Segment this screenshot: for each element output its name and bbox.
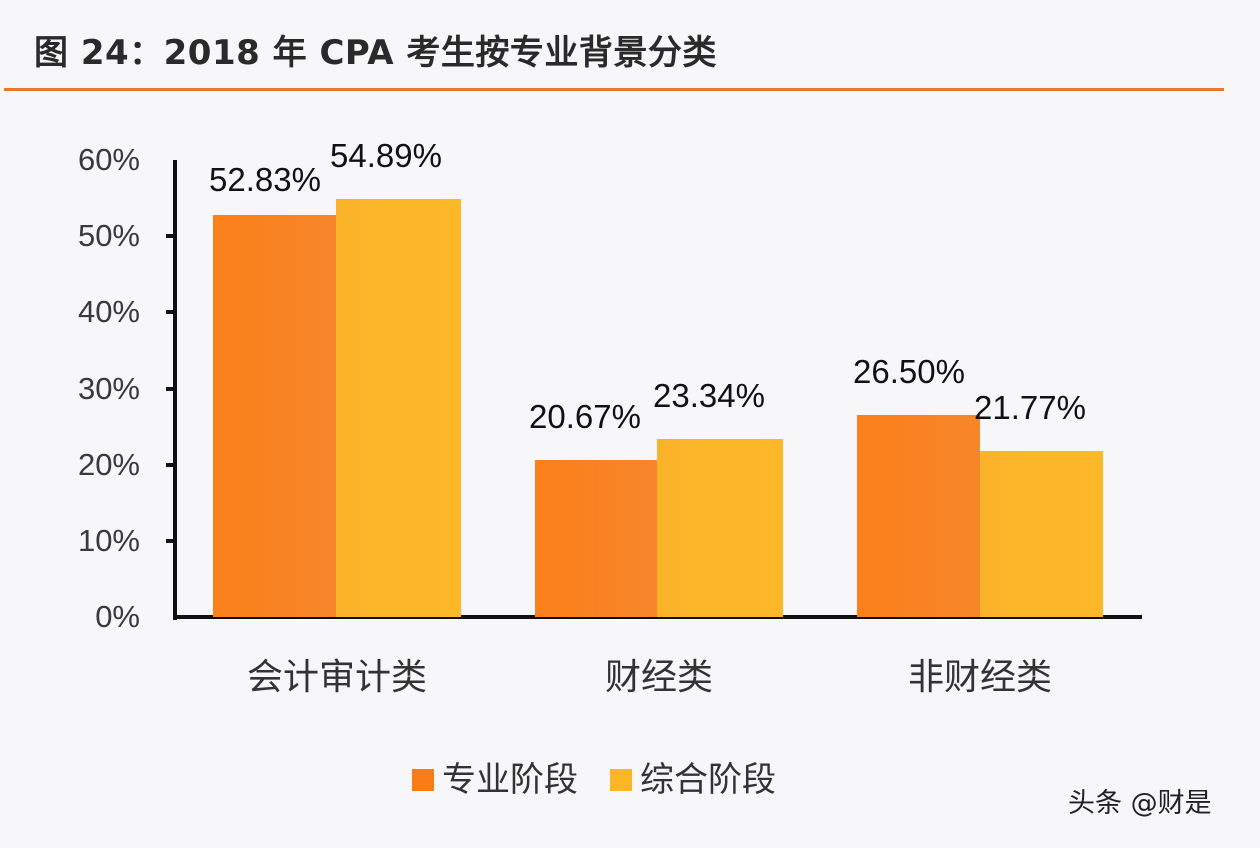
bar-professional-1 — [535, 459, 657, 617]
y-tick — [166, 538, 176, 543]
bar-comprehensive-1 — [657, 439, 783, 617]
value-label: 52.83% — [209, 160, 321, 198]
bar-professional-0 — [213, 214, 336, 617]
bar-professional-2 — [857, 415, 980, 617]
y-tick — [166, 234, 176, 239]
value-label: 54.89% — [330, 136, 442, 174]
y-tick-label: 0% — [95, 599, 140, 634]
legend-swatch-professional — [412, 769, 434, 791]
y-tick-label: 40% — [77, 294, 140, 330]
y-tick-label: 20% — [77, 446, 140, 482]
x-category-label: 会计审计类 — [246, 657, 427, 698]
watermark: 头条 @财是 — [1068, 788, 1212, 819]
chart-title: 图 24：2018 年 CPA 考生按专业背景分类 — [34, 33, 717, 73]
legend-item-professional: 专业阶段 — [412, 758, 578, 802]
legend: 专业阶段 综合阶段 — [412, 756, 808, 804]
value-label: 23.34% — [653, 377, 765, 415]
y-tick-label: 10% — [77, 522, 140, 558]
y-tick-label: 30% — [77, 370, 140, 406]
title-divider — [4, 88, 1224, 91]
legend-label: 综合阶段 — [640, 760, 776, 800]
legend-swatch-comprehensive — [610, 769, 632, 791]
bar-comprehensive-2 — [980, 451, 1103, 617]
y-tick-label: 50% — [77, 218, 140, 254]
x-category-label: 财经类 — [604, 657, 713, 698]
x-axis-line — [173, 615, 1142, 619]
bar-comprehensive-0 — [336, 198, 461, 617]
y-tick — [166, 310, 176, 315]
y-tick — [166, 386, 176, 391]
y-tick-label: 60% — [77, 142, 140, 177]
legend-item-comprehensive: 综合阶段 — [610, 758, 776, 802]
legend-label: 专业阶段 — [442, 760, 578, 800]
value-label: 26.50% — [853, 353, 965, 391]
x-category-label: 非财经类 — [907, 657, 1052, 698]
y-tick — [166, 462, 176, 467]
value-label: 21.77% — [974, 389, 1086, 427]
value-label: 20.67% — [529, 397, 641, 435]
